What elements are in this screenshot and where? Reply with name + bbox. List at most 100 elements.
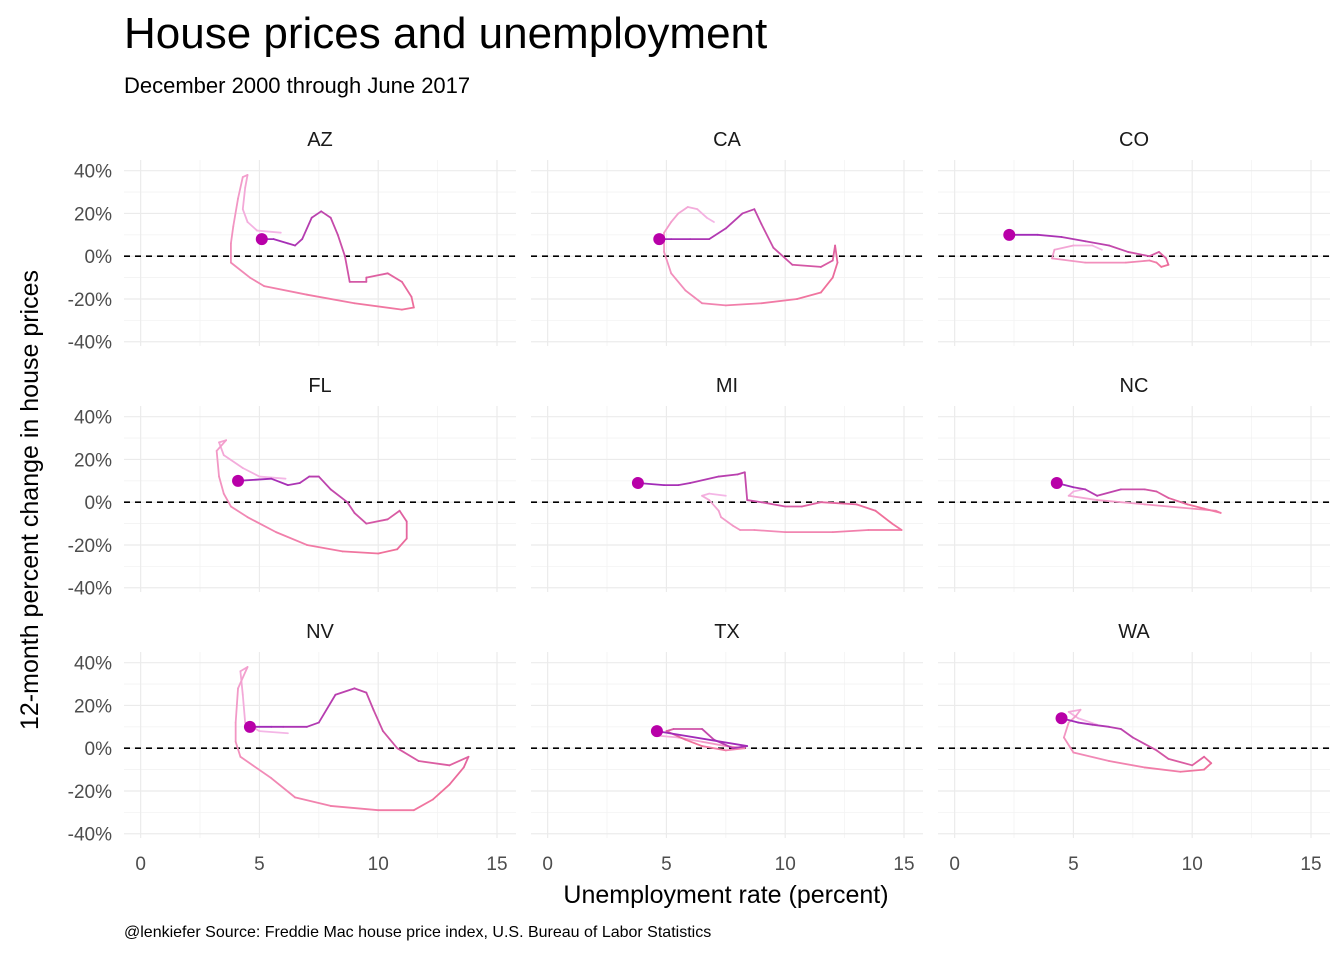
series-segment [1143, 503, 1194, 510]
series-segment [855, 503, 877, 512]
facet-mi: MI [531, 375, 923, 592]
y-tick-label: -40% [68, 825, 112, 846]
series-segment [791, 263, 822, 268]
y-tick-label: 40% [74, 162, 112, 183]
series-segment [891, 522, 903, 531]
series-segment [800, 501, 822, 508]
series-segment [701, 745, 727, 752]
facet-label: FL [308, 375, 331, 397]
series-segment [329, 488, 349, 504]
series-segment [258, 730, 289, 735]
y-tick-label: -40% [68, 333, 112, 354]
series-segment [306, 293, 356, 305]
series-segment [1074, 708, 1082, 718]
series-segment [246, 221, 258, 232]
series-segment [287, 482, 301, 487]
series-segment [341, 550, 380, 555]
series-segment [1067, 715, 1077, 724]
series-segment [275, 531, 308, 546]
y-tick-label: 0% [85, 739, 113, 760]
series-segment [1131, 736, 1146, 745]
y-tick-label: 0% [85, 493, 113, 514]
series-segment [1143, 488, 1158, 493]
latest-point-marker [243, 720, 256, 733]
series-segment [1067, 708, 1082, 713]
series-segment [796, 291, 822, 300]
series-segment [1108, 760, 1146, 769]
series-segment [329, 805, 380, 812]
series-segment [241, 208, 249, 223]
series-segment [270, 777, 296, 799]
series-segment [222, 492, 232, 508]
series-segment [218, 441, 225, 457]
series-segment [1124, 259, 1151, 264]
y-tick-label: -20% [68, 290, 112, 311]
y-tick-label: 20% [74, 204, 112, 225]
facet-nc: NC [938, 375, 1330, 592]
series-segment [310, 210, 323, 219]
series-segment [1072, 488, 1084, 493]
series-segment [1072, 751, 1110, 762]
series-segment [396, 537, 408, 551]
series-segment [665, 728, 675, 733]
series-segment [1067, 710, 1080, 720]
series-segment [741, 208, 756, 215]
series-segment [819, 501, 858, 506]
series-segment [717, 509, 722, 519]
series-segment [1096, 488, 1122, 497]
series-segment [724, 212, 744, 230]
series-segment [215, 439, 228, 452]
chart-caption: @lenkiefer Source: Freddie Mac house pri… [124, 924, 712, 941]
series-segment [239, 755, 273, 780]
series-segment [760, 501, 787, 508]
latest-point-marker [631, 476, 644, 489]
series-segment [353, 302, 403, 311]
series-segment [398, 509, 408, 523]
latest-point-marker [650, 725, 663, 738]
facet-ca: CA [531, 129, 923, 346]
series-segment [670, 212, 680, 223]
series-segment [353, 687, 368, 694]
series-segment [701, 728, 715, 741]
series-segment [344, 255, 351, 283]
series-segment [1077, 721, 1094, 726]
series-segment [306, 544, 344, 553]
series-segment [1091, 244, 1103, 251]
x-tick-label: 5 [661, 854, 672, 875]
series-segment [1127, 251, 1151, 258]
series-segment [677, 206, 689, 215]
series-segment [1108, 725, 1122, 730]
chart-subtitle: December 2000 through June 2017 [124, 73, 471, 98]
series-segment [708, 227, 727, 241]
series-segment [448, 766, 465, 786]
series-segment [1053, 244, 1075, 251]
x-tick-label: 10 [775, 854, 796, 875]
series-segment [724, 747, 746, 752]
series-segment [431, 783, 451, 801]
series-segment [1191, 755, 1205, 767]
series-segment [462, 755, 470, 769]
series-segment [287, 242, 296, 247]
series-segment [663, 221, 673, 234]
series-segment [386, 272, 403, 283]
series-segment [1160, 263, 1170, 268]
facet-co: CO [938, 129, 1330, 346]
series-segment [1203, 762, 1213, 771]
series-segment [1036, 233, 1063, 238]
series-segment [1063, 721, 1070, 739]
series-segment [234, 687, 239, 724]
series-segment [222, 454, 244, 469]
series-segment [320, 210, 332, 219]
series-segment [237, 176, 244, 200]
facet-label: TX [714, 621, 740, 643]
series-segment [401, 280, 413, 298]
series-segment [684, 289, 703, 305]
series-segment [272, 238, 289, 245]
series-segment [724, 302, 763, 307]
x-tick-label: 0 [949, 854, 960, 875]
series-segment [1167, 757, 1194, 767]
x-tick-label: 0 [135, 854, 146, 875]
series-segment [670, 272, 687, 292]
series-segment [1158, 251, 1167, 260]
series-segment [677, 482, 692, 487]
